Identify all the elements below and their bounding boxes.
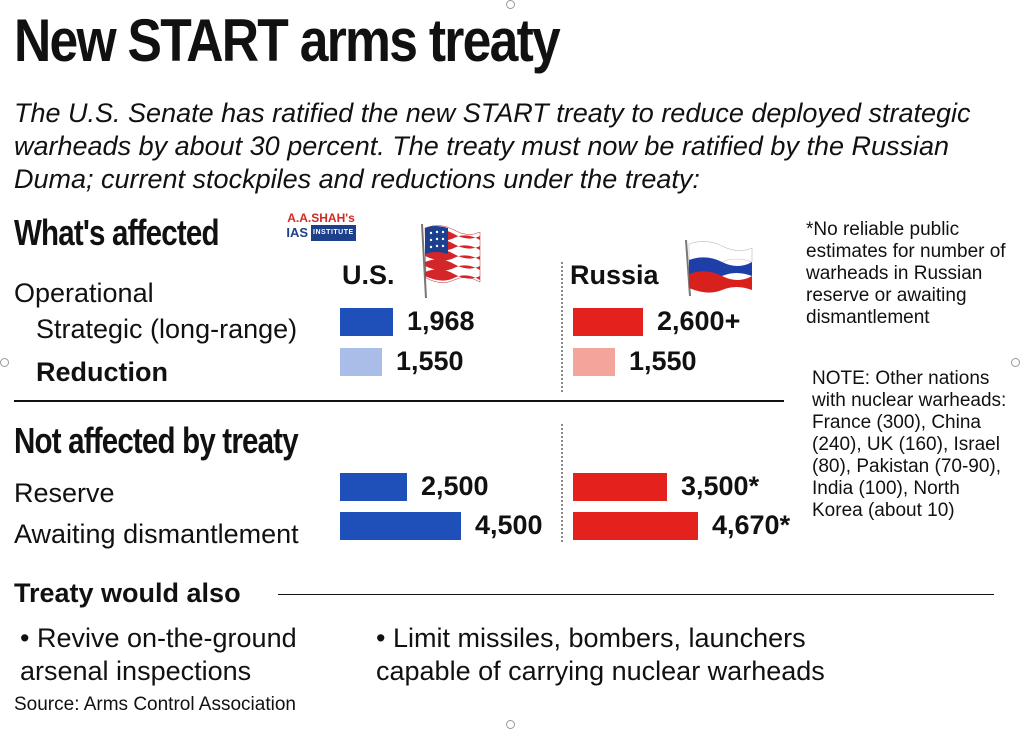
column-us: U.S. xyxy=(342,260,395,290)
section-divider xyxy=(278,594,994,595)
label-reserve: Reserve xyxy=(14,478,115,508)
column-russia: Russia xyxy=(570,260,659,290)
bar-russia xyxy=(573,308,643,336)
us-flag-icon xyxy=(421,223,481,299)
value-label-us: 2,500 xyxy=(421,471,489,501)
border-dot xyxy=(0,358,9,367)
bar-us xyxy=(340,473,407,501)
value-label-russia: 1,550 xyxy=(629,346,697,376)
bar-russia xyxy=(573,473,667,501)
section-divider xyxy=(14,400,784,402)
value-label-russia: 4,670* xyxy=(712,510,791,540)
value-label-russia: 3,500* xyxy=(681,471,760,501)
bar-us xyxy=(340,348,382,376)
note-asterisk: *No reliable public estimates for number… xyxy=(806,219,1006,328)
value-label-us: 4,500 xyxy=(475,510,543,540)
section-heading-also: Treaty would also xyxy=(14,578,241,608)
label-awaiting: Awaiting dismantlement xyxy=(14,519,299,549)
note-other-nations: NOTE: Other nations with nuclear warhead… xyxy=(812,368,1007,521)
page-title: New START arms treaty xyxy=(14,7,561,74)
bullet-item: • Revive on-the-ground arsenal inspectio… xyxy=(20,623,297,686)
bar-us xyxy=(340,308,393,336)
value-label-us: 1,968 xyxy=(407,306,475,336)
section-heading-not-affected: Not affected by treaty xyxy=(14,420,299,461)
watermark-line2a: IAS xyxy=(286,225,308,240)
border-dot xyxy=(506,0,515,9)
source-credit: Source: Arms Control Association xyxy=(14,694,296,715)
watermark-line1: A.A.SHAH's xyxy=(287,211,355,225)
watermark-logo: A.A.SHAH's IAS INSTITUTE xyxy=(279,212,363,242)
watermark-line2b: INSTITUTE xyxy=(311,225,356,241)
column-divider xyxy=(561,262,563,392)
border-dot xyxy=(506,720,515,729)
border-dot xyxy=(1011,358,1020,367)
bar-russia xyxy=(573,512,698,540)
section-heading-affected: What's affected xyxy=(14,212,219,253)
bullet-item: • Limit missiles, bombers, launchers cap… xyxy=(376,623,825,686)
subtitle: The U.S. Senate has ratified the new STA… xyxy=(14,98,971,194)
value-label-us: 1,550 xyxy=(396,346,464,376)
value-label-russia: 2,600+ xyxy=(657,306,741,336)
russia-flag-icon xyxy=(685,239,753,297)
label-operational: Operational xyxy=(14,278,154,308)
bar-us xyxy=(340,512,461,540)
column-divider xyxy=(561,424,563,542)
bar-russia xyxy=(573,348,615,376)
label-reduction: Reduction xyxy=(36,357,168,387)
label-strategic: Strategic (long-range) xyxy=(36,314,298,344)
